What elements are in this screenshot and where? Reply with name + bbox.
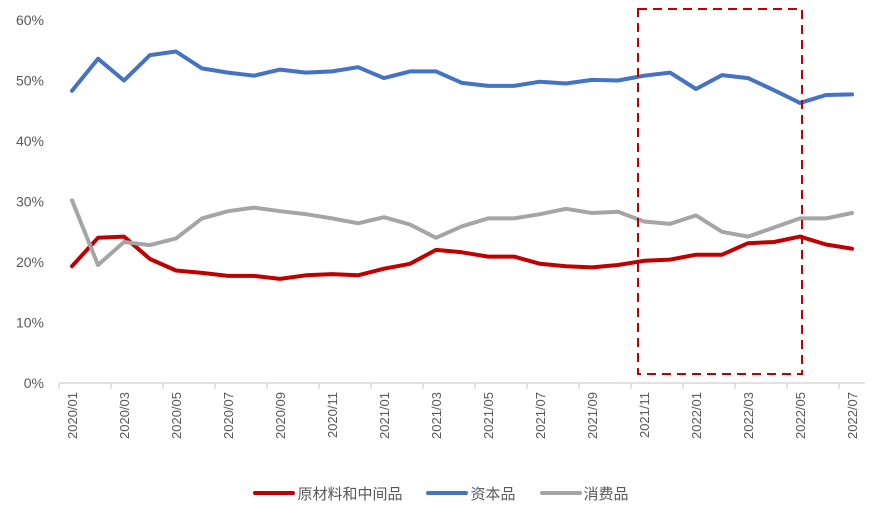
x-tick-label: 2021/09 bbox=[585, 392, 600, 439]
legend-item-raw-materials[interactable]: 原材料和中间品 bbox=[253, 483, 402, 504]
series-line bbox=[70, 49, 854, 105]
y-tick-label: 40% bbox=[16, 133, 44, 149]
x-tick-label: 2020/11 bbox=[325, 392, 340, 438]
y-tick-label: 30% bbox=[16, 194, 44, 210]
legend-label: 消费品 bbox=[583, 484, 629, 503]
highlight-dashed-rect bbox=[637, 8, 803, 375]
y-tick-label: 10% bbox=[16, 315, 44, 331]
x-tick-label: 2022/03 bbox=[741, 392, 756, 439]
y-tick-label: 50% bbox=[16, 73, 44, 89]
x-tick-label: 2022/01 bbox=[689, 392, 704, 439]
legend-item-consumer-goods[interactable]: 消费品 bbox=[539, 483, 629, 504]
series-layer bbox=[70, 49, 854, 281]
legend-line-icon bbox=[253, 491, 296, 495]
legend-line-icon bbox=[539, 491, 582, 495]
x-tick-label: 2020/01 bbox=[65, 392, 80, 439]
line-chart: 0%10%20%30%40%50%60% 2020/01 2020/03 2020/… bbox=[16, 8, 865, 439]
legend-line-icon bbox=[426, 491, 469, 495]
highlight-box bbox=[637, 8, 803, 375]
series-line bbox=[70, 234, 854, 281]
x-axis: 2020/01 2020/03 2020/05 2020/07 2020/09 2020/… bbox=[58, 382, 865, 439]
x-tick-label: 2022/05 bbox=[793, 392, 808, 439]
x-tick-label: 2020/09 bbox=[273, 392, 288, 439]
x-tick-label: 2020/05 bbox=[169, 392, 184, 439]
y-tick-label: 0% bbox=[24, 375, 44, 391]
x-tick-label: 2021/05 bbox=[481, 392, 496, 439]
x-tick-label: 2022/07 bbox=[845, 392, 860, 439]
x-tick-label: 2020/07 bbox=[221, 392, 236, 439]
y-axis: 0% 10% 20% 30% 40% 50% 60% bbox=[16, 12, 44, 391]
series-line bbox=[70, 198, 854, 267]
legend: 原材料和中间品 资本品 消费品 bbox=[0, 478, 882, 508]
x-tick-label: 2020/03 bbox=[117, 392, 132, 439]
y-tick-label: 20% bbox=[16, 254, 44, 270]
x-tick-label: 2021/11 bbox=[637, 392, 652, 438]
y-tick-label: 60% bbox=[16, 12, 44, 28]
legend-label: 原材料和中间品 bbox=[297, 484, 403, 503]
legend-item-capital-goods[interactable]: 资本品 bbox=[426, 483, 516, 504]
x-tick-label: 2021/03 bbox=[429, 392, 444, 439]
x-tick-label: 2021/01 bbox=[377, 392, 392, 439]
x-tick-label: 2021/07 bbox=[533, 392, 548, 439]
legend-label: 资本品 bbox=[470, 484, 516, 503]
